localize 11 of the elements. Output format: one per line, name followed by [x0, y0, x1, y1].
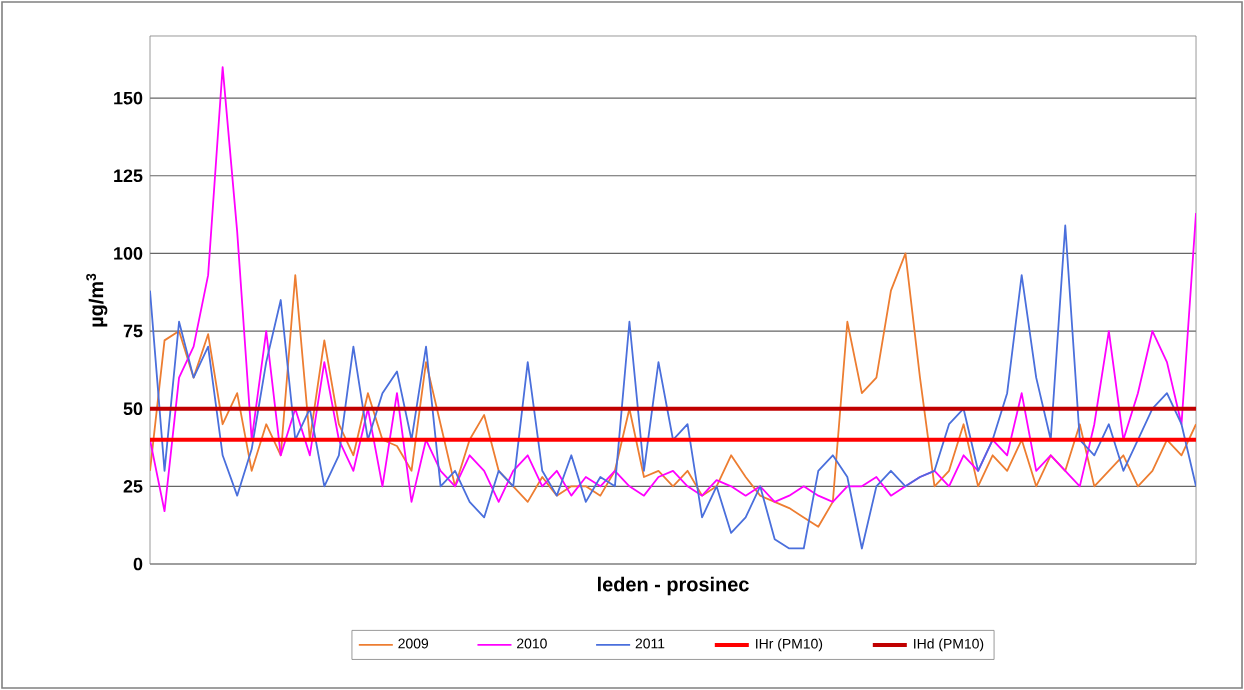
y-tick-label: 0 [133, 557, 143, 571]
y-tick-label: 25 [123, 479, 143, 493]
y-tick-label: 100 [114, 247, 143, 260]
x-axis-title: leden - prosinec [598, 576, 749, 596]
y-tick-label: 125 [114, 169, 143, 183]
line-series [150, 224, 1197, 550]
y-tick-label: 50 [123, 402, 143, 416]
y-axis-title: µg/m$^{3}$ [86, 273, 108, 327]
y-tick-label: 75 [123, 324, 143, 338]
y-tick-label: 150 [114, 91, 143, 105]
line-series [150, 66, 1197, 513]
